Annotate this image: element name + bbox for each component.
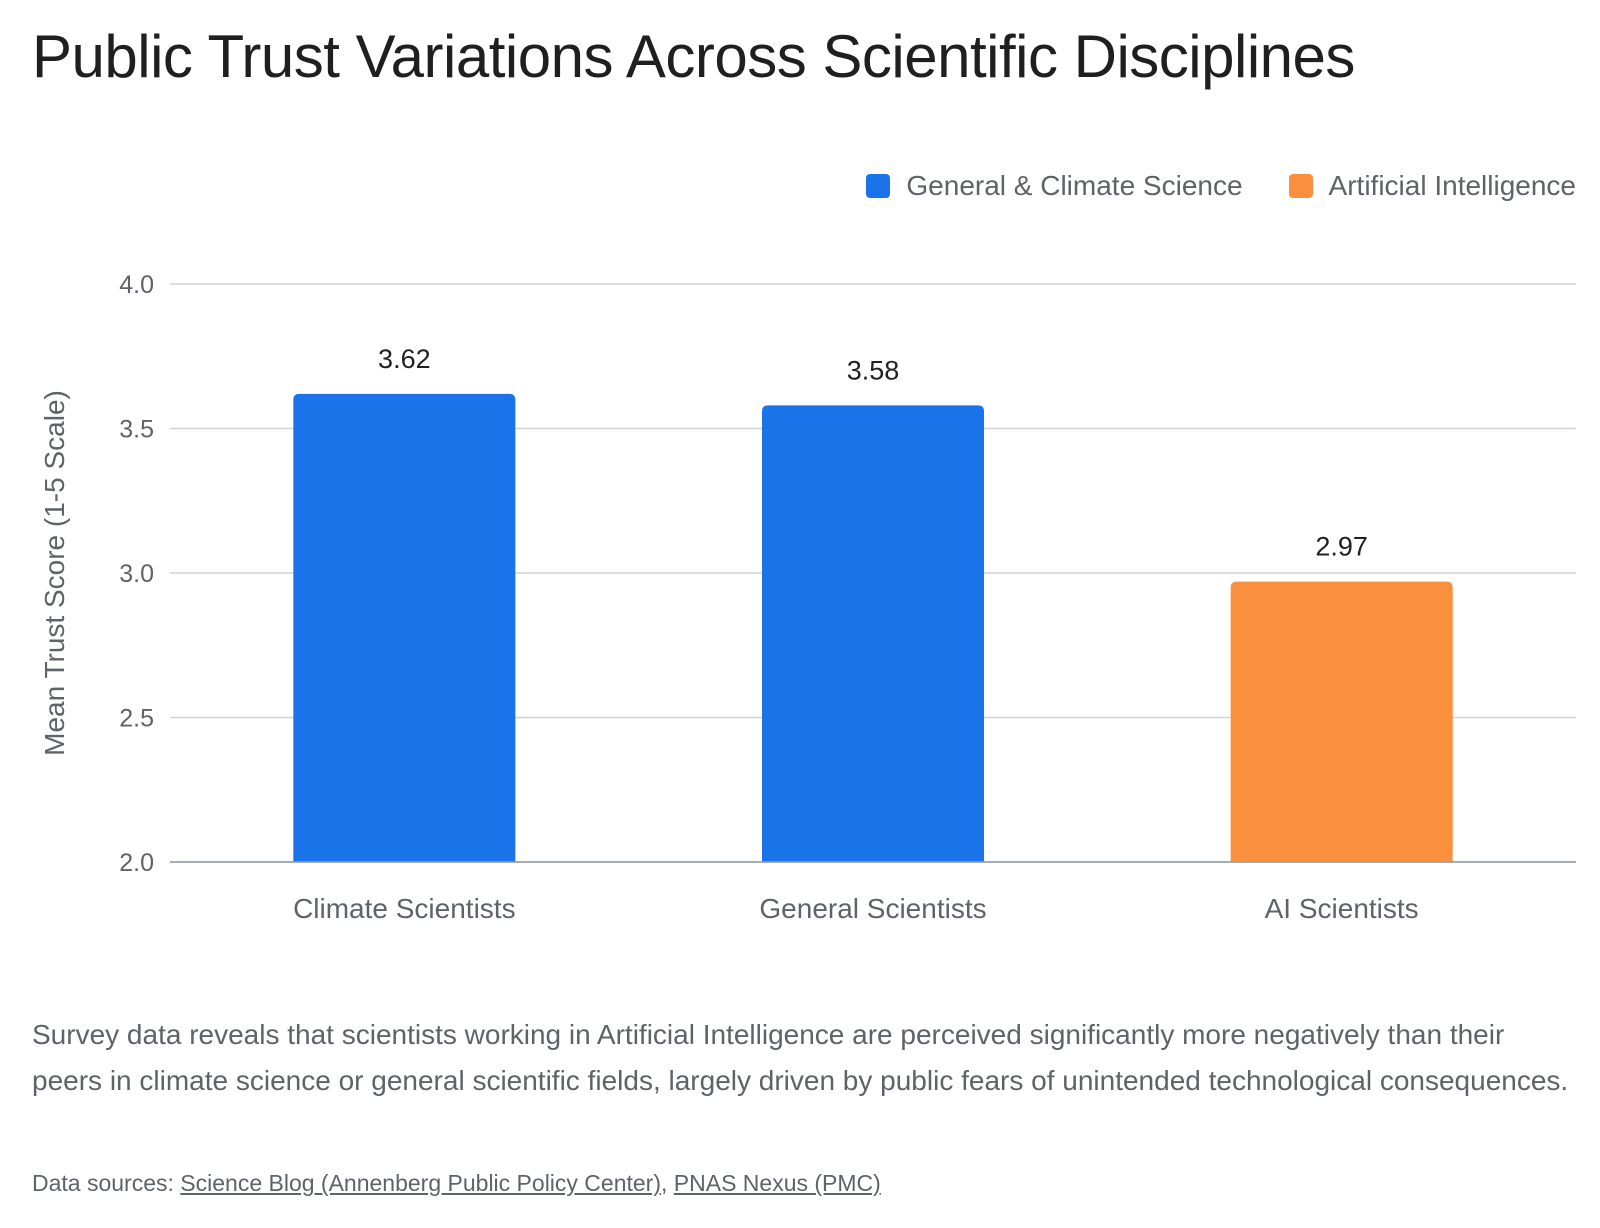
- data-sources: Data sources: Science Blog (Annenberg Pu…: [32, 1170, 881, 1197]
- source-link-pnas[interactable]: PNAS Nexus (PMC): [673, 1170, 881, 1196]
- source-link-annenberg[interactable]: Science Blog (Annenberg Public Policy Ce…: [180, 1170, 661, 1196]
- legend: General & Climate Science Artificial Int…: [866, 170, 1576, 202]
- chart-description: Survey data reveals that scientists work…: [32, 1019, 1569, 1096]
- bar[interactable]: [1230, 581, 1453, 862]
- legend-item-general-climate[interactable]: General & Climate Science: [866, 170, 1243, 202]
- data-label: 2.97: [1315, 532, 1368, 562]
- y-tick-label: 4.0: [119, 271, 154, 299]
- legend-item-ai[interactable]: Artificial Intelligence: [1288, 170, 1576, 202]
- x-tick-label: Climate Scientists: [293, 893, 516, 924]
- chart-title: Public Trust Variations Across Scientifi…: [32, 23, 1355, 90]
- sources-separator: ,: [661, 1170, 674, 1196]
- x-tick-label: General Scientists: [759, 893, 986, 924]
- y-axis-label: Mean Trust Score (1-5 Scale): [39, 390, 70, 756]
- legend-swatch-general-climate: [866, 174, 891, 198]
- y-tick-label: 2.0: [119, 849, 154, 877]
- y-tick-label: 3.0: [119, 560, 154, 588]
- legend-swatch-ai: [1288, 174, 1313, 198]
- y-tick-label: 2.5: [119, 705, 154, 733]
- sources-prefix: Data sources:: [32, 1170, 181, 1196]
- bar[interactable]: [762, 405, 984, 862]
- bar-chart: 2.0 2.5 3.0 3.5 4.0 Mean Trust Score (1-5 Sca…: [39, 271, 1576, 924]
- x-tick-label: AI Scientists: [1265, 893, 1419, 924]
- data-label: 3.62: [378, 344, 431, 374]
- legend-label-ai: Artificial Intelligence: [1328, 170, 1576, 201]
- y-tick-label: 3.5: [119, 416, 154, 444]
- legend-label-general-climate: General & Climate Science: [906, 170, 1243, 201]
- data-label: 3.58: [847, 355, 900, 385]
- bar[interactable]: [293, 393, 516, 862]
